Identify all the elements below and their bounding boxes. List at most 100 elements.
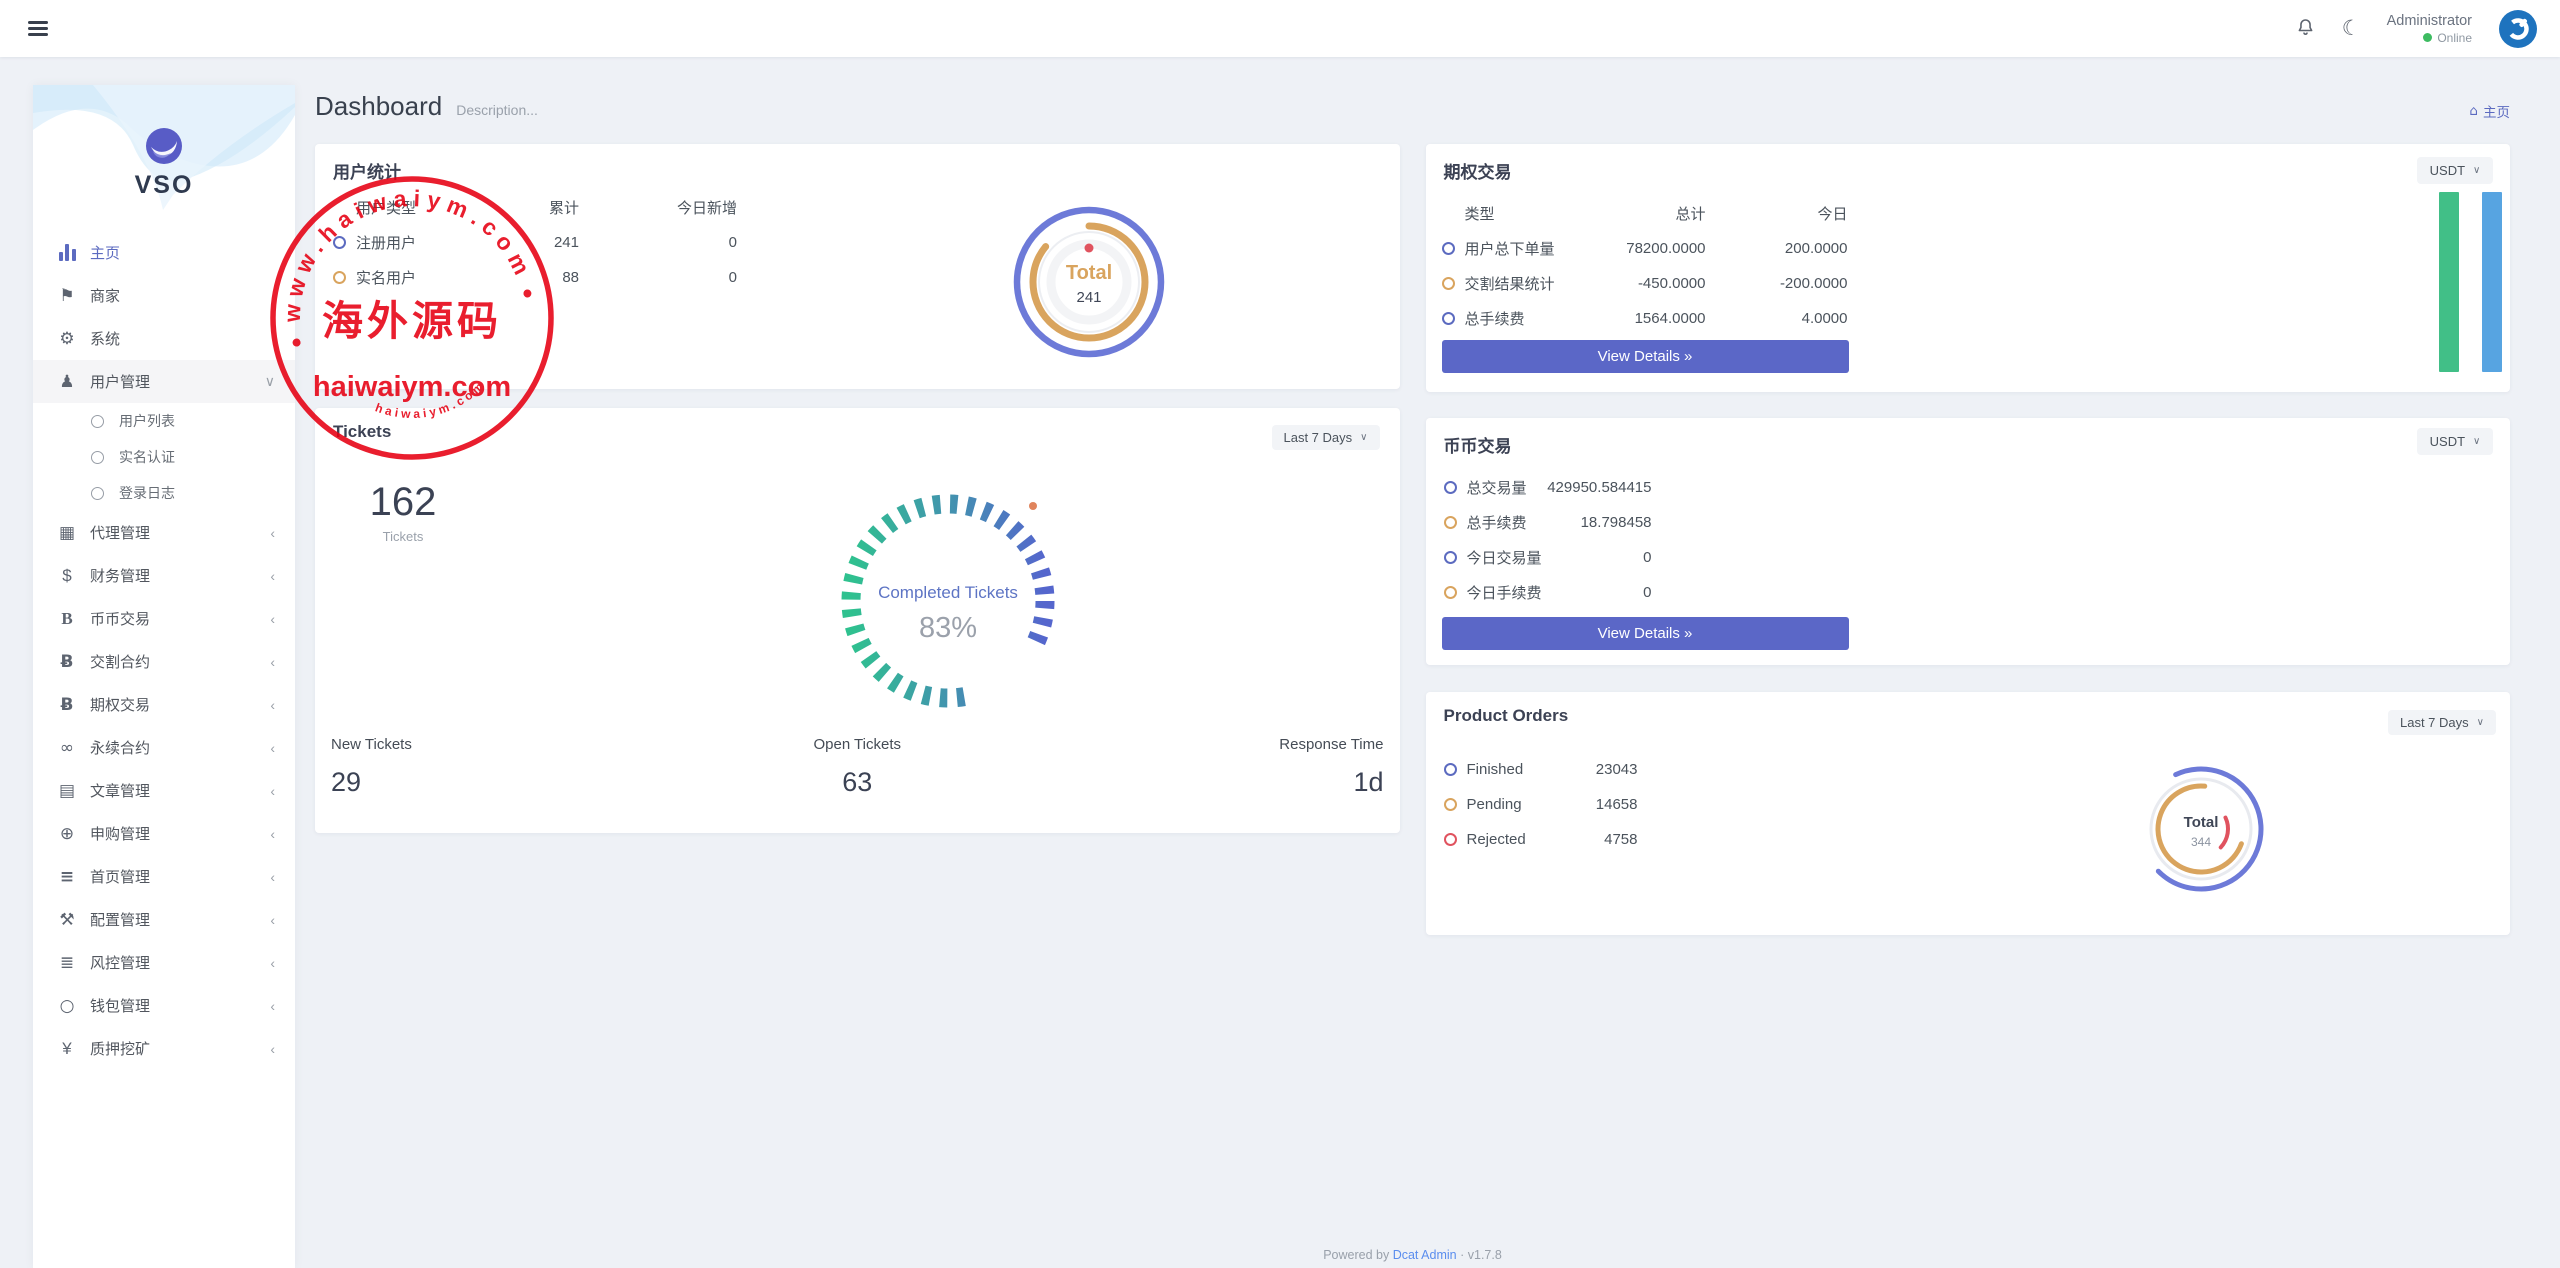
- hamburger-menu-icon[interactable]: [28, 18, 48, 40]
- sidebar-item-home[interactable]: 主页: [33, 231, 295, 274]
- chain-icon: ∞: [59, 737, 75, 758]
- sidebar-item-staking[interactable]: ¥ 质押挖矿 ‹: [33, 1027, 295, 1070]
- stat-response-time: Response Time 1d: [1279, 736, 1384, 797]
- sidebar-item-merchant[interactable]: ⚑ 商家: [33, 274, 295, 317]
- list-item: Finished 23043: [1443, 752, 1638, 787]
- user-total-donut-chart: Total 241: [1013, 206, 1165, 358]
- handshake-icon: ⚑: [59, 285, 75, 306]
- card-title: Tickets: [333, 422, 392, 441]
- series-marker-orange: [333, 271, 346, 284]
- chevron-left-icon: ‹: [270, 782, 275, 799]
- sidebar-item-system[interactable]: ⚙ 系统: [33, 317, 295, 360]
- chevron-left-icon: ‹: [270, 954, 275, 971]
- product-orders-donut-chart: Total 344: [2138, 766, 2263, 892]
- product-orders-card: Product Orders Last 7 Days ∨ Finished 230…: [1425, 692, 2510, 935]
- period-dropdown[interactable]: Last 7 Days ∨: [1271, 425, 1380, 450]
- chevron-down-icon: ∨: [2476, 717, 2484, 728]
- series-marker-blue: [1443, 481, 1457, 494]
- series-marker-orange: [1443, 586, 1457, 599]
- chevron-left-icon: ‹: [270, 696, 275, 713]
- list-icon: ≡: [59, 866, 75, 887]
- series-marker-blue: [1441, 312, 1455, 325]
- user-icon: ♟: [59, 371, 75, 392]
- series-marker-orange: [1443, 516, 1457, 529]
- sidebar-item-options-trade[interactable]: Ƀ 期权交易 ‹: [33, 683, 295, 726]
- completed-tickets-gauge-chart: Completed Tickets 83%: [838, 491, 1058, 711]
- user-name: Administrator: [2386, 12, 2472, 29]
- sidebar-item-finance[interactable]: $ 财务管理 ‹: [33, 554, 295, 597]
- coin-stats: 总交易量 429950.584415 总手续费 18.798458 今日交易量 …: [1443, 470, 1652, 610]
- circle-icon: ○: [59, 995, 75, 1016]
- online-dot: [2423, 33, 2433, 42]
- newspaper-icon: ▤: [58, 780, 76, 801]
- sidebar-item-subscription[interactable]: ⊕ 申购管理 ‹: [33, 812, 295, 855]
- sidebar-item-delivery-contract[interactable]: Ƀ 交割合约 ‹: [33, 640, 295, 683]
- series-marker-blue: [1443, 763, 1457, 776]
- main-content: Dashboard Description... ⌂ 主页 用户统计 用户类型 …: [315, 57, 2510, 1268]
- card-title: Product Orders: [1443, 706, 1569, 725]
- svg-text:83%: 83%: [919, 612, 977, 644]
- sidebar-item-user-list[interactable]: 用户列表: [33, 403, 295, 439]
- view-details-button[interactable]: View Details »: [1441, 617, 1849, 650]
- table-row: 总手续费 1564.0000 4.0000: [1441, 301, 1848, 336]
- sidebar-item-risk[interactable]: ≣ 风控管理 ‹: [33, 941, 295, 984]
- circle-bullet-icon: [91, 450, 104, 464]
- sidebar-item-perpetual[interactable]: ∞ 永续合约 ‹: [33, 726, 295, 769]
- bar-chart-icon: [55, 244, 79, 261]
- avatar[interactable]: [2498, 9, 2538, 49]
- chevron-left-icon: ‹: [270, 1040, 275, 1057]
- view-details-button[interactable]: View Details »: [1441, 340, 1849, 373]
- options-trade-card: 期权交易 USDT ∨ 类型 总计 今日 用户总下单量 78200.0000 20…: [1425, 144, 2510, 392]
- page-description: Description...: [456, 102, 538, 118]
- svg-text:Completed Tickets: Completed Tickets: [878, 583, 1018, 602]
- currency-dropdown[interactable]: USDT ∨: [2417, 428, 2493, 455]
- breadcrumb[interactable]: ⌂ 主页: [2469, 103, 2510, 120]
- list-item: 总交易量 429950.584415: [1443, 470, 1652, 505]
- sidebar-item-articles[interactable]: ▤ 文章管理 ‹: [33, 769, 295, 812]
- list-item: Rejected 4758: [1443, 822, 1638, 857]
- svg-text:Total: Total: [2183, 814, 2218, 831]
- brand-logo-icon: [146, 128, 182, 164]
- id-card-icon: ▦: [58, 522, 76, 543]
- table-row: 实名用户 88 0: [333, 260, 737, 295]
- chevron-left-icon: ‹: [270, 825, 275, 842]
- sidebar-item-homepage[interactable]: ≡ 首页管理 ‹: [33, 855, 295, 898]
- series-marker-blue: [1441, 242, 1455, 255]
- page-title: Dashboard: [315, 91, 443, 121]
- sidebar-item-login-log[interactable]: 登录日志: [33, 475, 295, 511]
- tickets-card: Tickets Last 7 Days ∨ 162 Tickets: [315, 408, 1400, 833]
- svg-text:344: 344: [2190, 835, 2210, 849]
- sidebar-item-config[interactable]: ⚒ 配置管理 ‹: [33, 898, 295, 941]
- chevron-down-icon: ∨: [2473, 436, 2481, 447]
- orange-dot-marker: [1029, 502, 1037, 510]
- brand: VSO: [33, 127, 295, 200]
- period-dropdown[interactable]: Last 7 Days ∨: [2388, 710, 2496, 735]
- sidebar-item-wallet[interactable]: ○ 钱包管理 ‹: [33, 984, 295, 1027]
- chevron-down-icon: ∨: [264, 373, 275, 390]
- chevron-down-icon: ∨: [1360, 432, 1368, 443]
- wrench-icon: ⚒: [59, 909, 75, 930]
- bitcoin-icon: Ƀ: [60, 651, 74, 672]
- bell-icon[interactable]: [2295, 16, 2316, 42]
- sidebar-item-spot-trade[interactable]: B 币币交易 ‹: [33, 597, 295, 640]
- moon-icon[interactable]: ☾: [2341, 16, 2361, 40]
- user-status: Online: [2387, 31, 2472, 45]
- sidebar-item-kyc[interactable]: 实名认证: [33, 439, 295, 475]
- chevron-left-icon: ‹: [270, 610, 275, 627]
- svg-text:241: 241: [1076, 289, 1101, 306]
- series-marker-blue: [333, 236, 346, 249]
- sidebar-item-agent[interactable]: ▦ 代理管理 ‹: [33, 511, 295, 554]
- currency-dropdown[interactable]: USDT ∨: [2417, 157, 2493, 184]
- blue-bar: [2482, 192, 2502, 372]
- chevron-left-icon: ‹: [270, 653, 275, 670]
- list-item: 总手续费 18.798458: [1443, 505, 1652, 540]
- chevron-left-icon: ‹: [270, 911, 275, 928]
- list-item: 今日交易量 0: [1443, 540, 1652, 575]
- sidebar-item-user-management[interactable]: ♟ 用户管理 ∨: [33, 360, 295, 403]
- card-title: 币币交易: [1443, 437, 1512, 456]
- table-row: 注册用户 241 0: [333, 225, 737, 260]
- dcat-admin-link[interactable]: Dcat Admin: [1392, 1248, 1457, 1262]
- gear-icon: ⚙: [59, 328, 75, 349]
- card-title: 用户统计: [333, 163, 401, 182]
- user-menu[interactable]: Administrator Online: [2387, 13, 2472, 45]
